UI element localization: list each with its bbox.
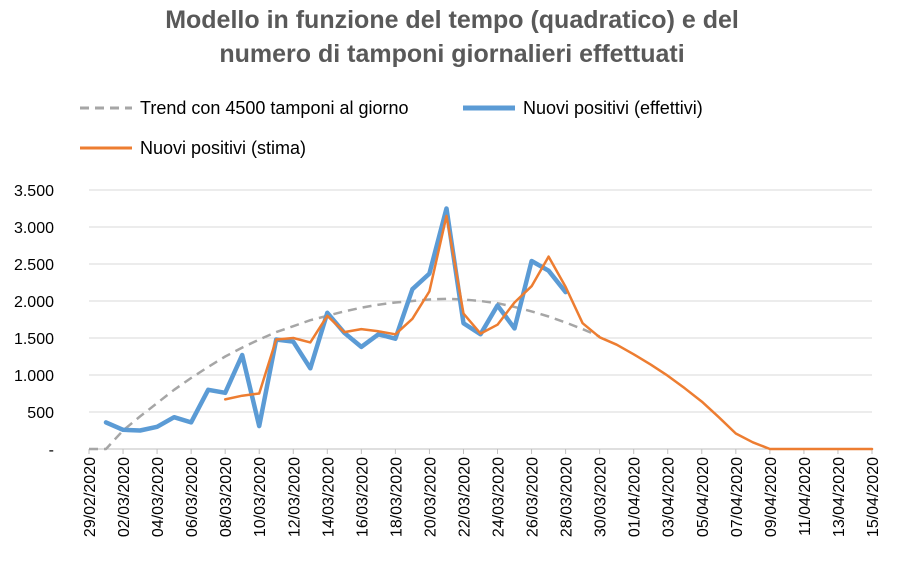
y-tick-label: 3.000 <box>14 220 54 237</box>
chart-title-line-1: Modello in funzione del tempo (quadratic… <box>165 6 739 34</box>
x-tick-label: 01/04/2020 <box>627 457 644 537</box>
x-tick-label: 22/03/2020 <box>456 457 473 537</box>
y-tick-label: 1.500 <box>14 331 54 348</box>
x-tick-label: 16/03/2020 <box>354 457 371 537</box>
x-tick-label: 03/04/2020 <box>661 457 678 537</box>
legend-item-trend: Trend con 4500 tamponi al giorno <box>78 96 409 120</box>
y-tick-label: 500 <box>27 405 54 422</box>
y-tick-label: 3.500 <box>14 183 54 200</box>
x-tick-label: 29/02/2020 <box>82 457 99 537</box>
x-tick-label: 30/03/2020 <box>593 457 610 537</box>
legend-item-stima: Nuovi positivi (stima) <box>78 136 306 160</box>
legend-label-trend: Trend con 4500 tamponi al giorno <box>140 97 409 118</box>
series-line-2 <box>223 214 874 451</box>
x-tick-label: 05/04/2020 <box>695 457 712 537</box>
legend-label-stima: Nuovi positivi (stima) <box>140 137 307 158</box>
x-tick-label: 07/04/2020 <box>729 457 746 537</box>
x-tick-label: 28/03/2020 <box>559 457 576 537</box>
y-tick-label: 2.500 <box>14 257 54 274</box>
x-tick-label: 11/04/2020 <box>797 457 814 536</box>
x-tick-label: 26/03/2020 <box>525 457 542 537</box>
y-axis: - 500 1.000 1.500 2.000 2.500 3.000 3.500 <box>14 183 54 459</box>
y-tick-label: - <box>49 442 54 459</box>
x-tick-label: 12/03/2020 <box>286 457 303 537</box>
legend-label-effettivi: Nuovi positivi (effettivi) <box>523 97 703 118</box>
x-tick-label: 06/03/2020 <box>184 457 201 537</box>
x-tick-label: 08/03/2020 <box>218 457 235 537</box>
y-tick-label: 1.000 <box>14 368 54 385</box>
x-tick-label: 24/03/2020 <box>491 457 508 537</box>
y-tick-label: 2.000 <box>14 294 54 311</box>
x-tick-label: 02/03/2020 <box>116 457 133 537</box>
chart-title-line-2: numero di tamponi giornalieri effettuati <box>219 40 685 68</box>
series-line-1 <box>103 206 568 433</box>
legend-swatch-trend <box>80 106 132 110</box>
series-lines <box>89 206 874 451</box>
x-tick-label: 15/04/2020 <box>865 457 882 537</box>
x-tick-label: 13/04/2020 <box>831 457 848 537</box>
legend-item-effettivi: Nuovi positivi (effettivi) <box>461 96 703 120</box>
gridlines <box>89 189 872 450</box>
series-line-0 <box>89 297 601 451</box>
legend-swatch-stima <box>80 146 132 150</box>
x-tick-label: 20/03/2020 <box>422 457 439 537</box>
x-axis: 29/02/2020 02/03/2020 04/03/2020 06/03/2020… <box>82 449 882 537</box>
x-tick-label: 09/04/2020 <box>763 457 780 537</box>
x-tick-label: 10/03/2020 <box>252 457 269 537</box>
x-tick-label: 14/03/2020 <box>320 457 337 537</box>
x-tick-label: 04/03/2020 <box>150 457 167 537</box>
x-tick-label: 18/03/2020 <box>388 457 405 537</box>
legend-swatch-effettivi <box>463 105 515 111</box>
